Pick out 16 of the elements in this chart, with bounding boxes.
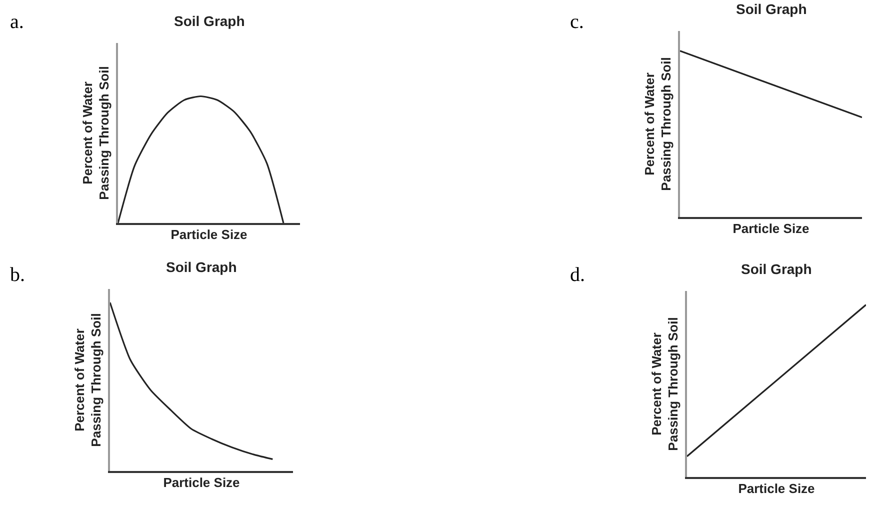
text: b. xyxy=(10,264,25,286)
chart-title: Soil Graph xyxy=(166,259,237,275)
y-axis-title: Percent of Water Passing Through Soil xyxy=(642,57,674,191)
x-axis-title: Particle Size xyxy=(170,226,248,242)
chart-title: Soil Graph xyxy=(174,13,245,29)
text: c. xyxy=(570,11,584,33)
text: a. xyxy=(10,11,24,33)
x-axis-title: Particle Size xyxy=(163,474,240,490)
x-axis-title: Particle Size xyxy=(732,220,810,236)
chart-title: Soil Graph xyxy=(736,1,807,17)
y-axis-title: Percent of Water Passing Through Soil xyxy=(72,313,104,447)
text: d. xyxy=(570,264,585,286)
chart-title: Soil Graph xyxy=(741,261,812,277)
y-axis-title: Percent of Water Passing Through Soil xyxy=(80,66,112,200)
x-axis-title: Particle Size xyxy=(738,480,815,496)
y-axis-title: Percent of Water Passing Through Soil xyxy=(648,317,681,451)
